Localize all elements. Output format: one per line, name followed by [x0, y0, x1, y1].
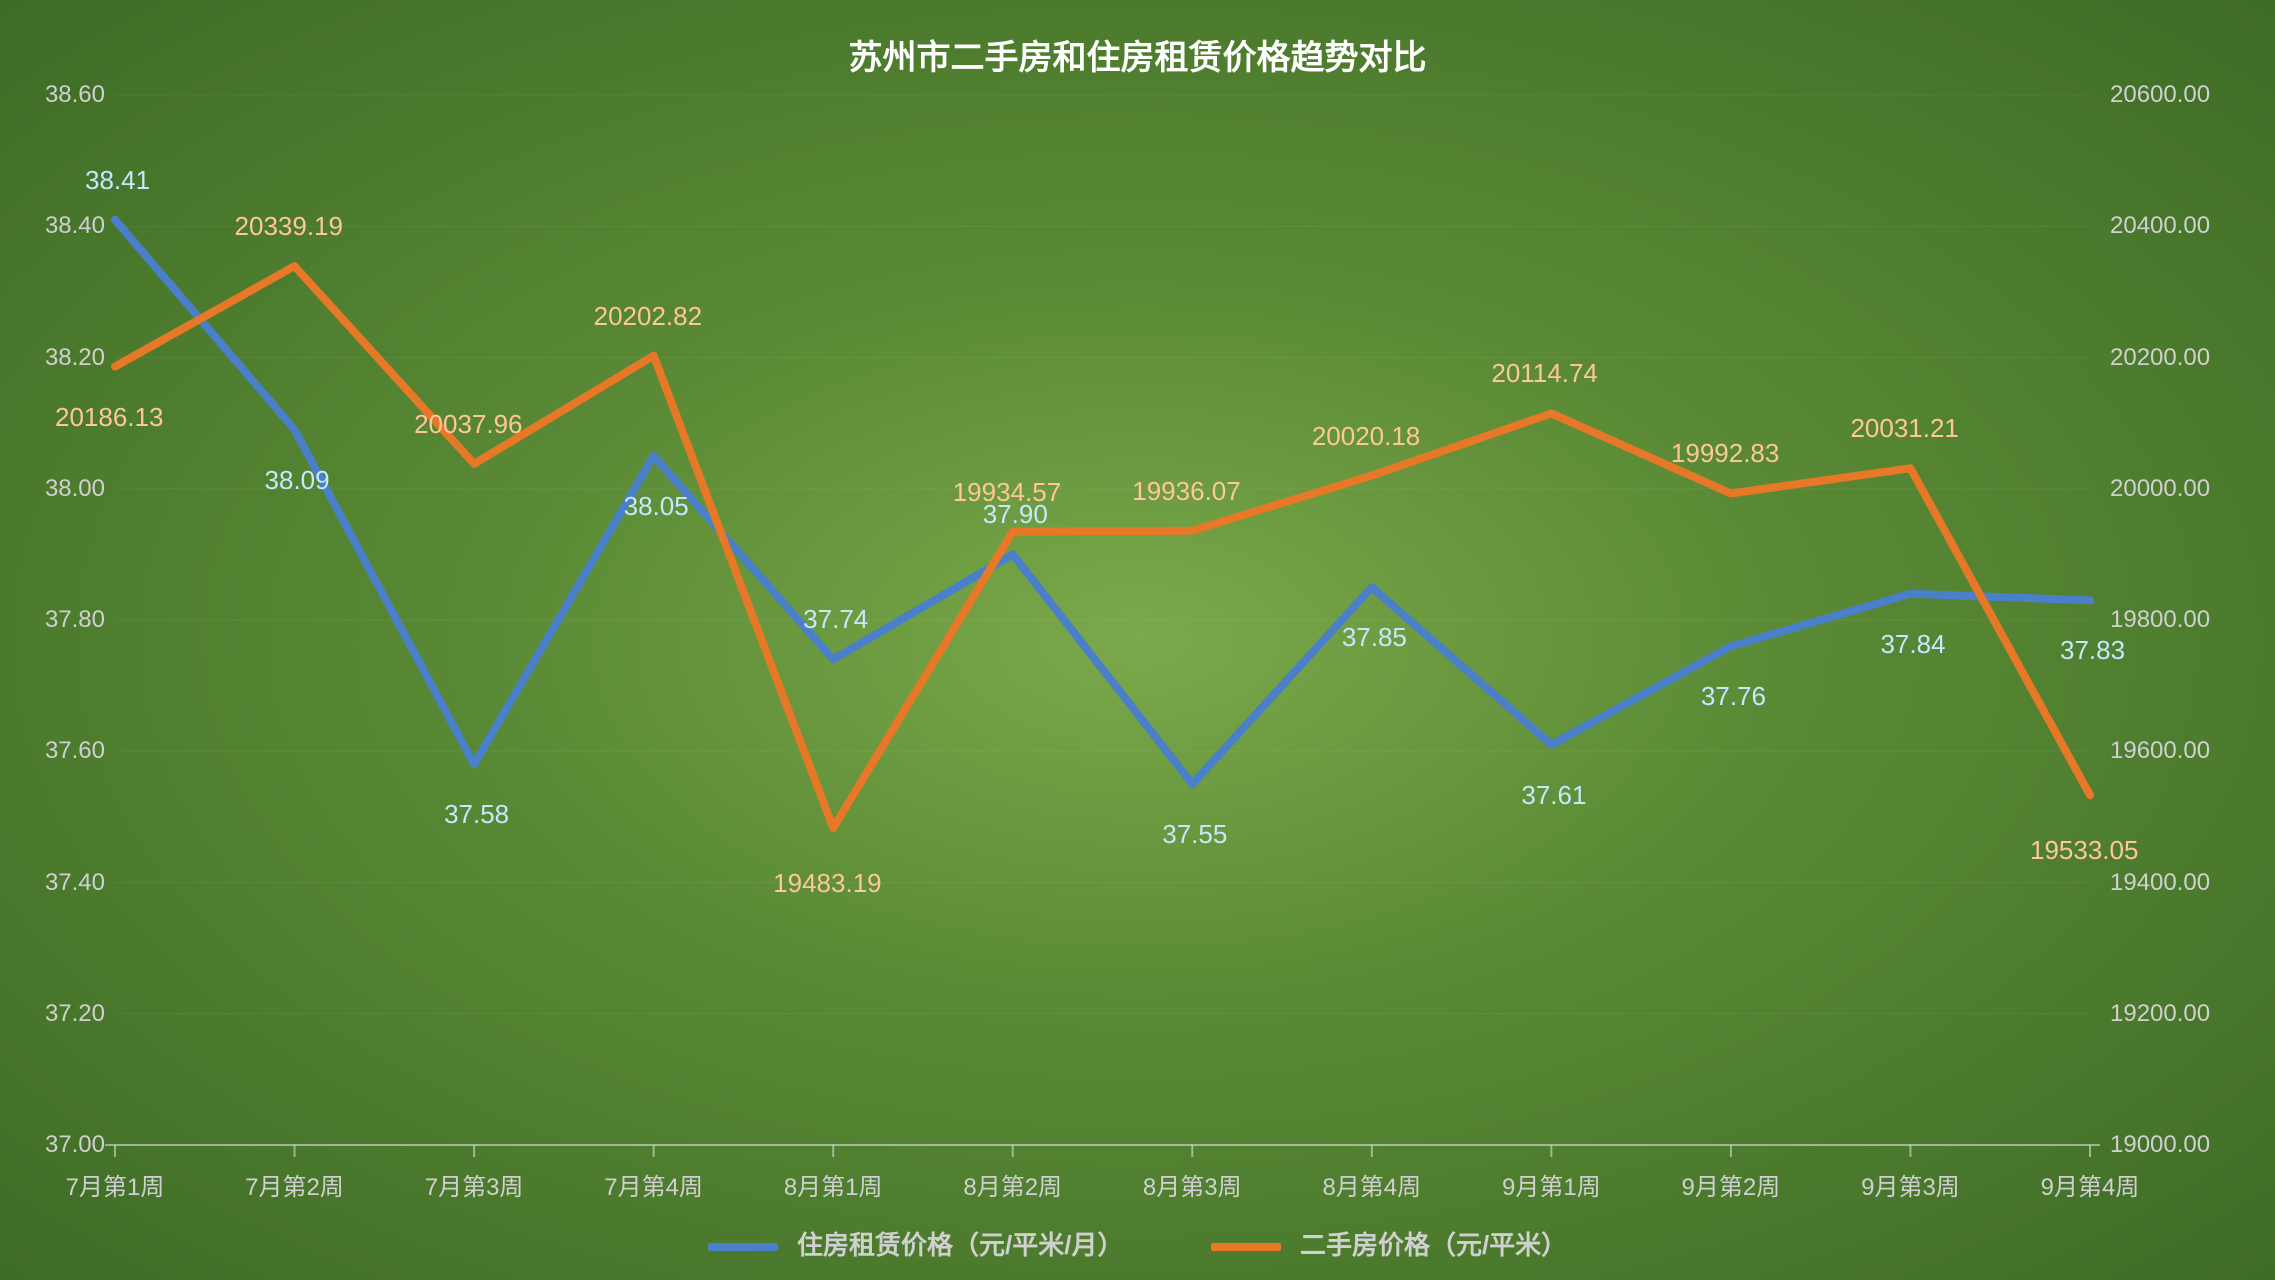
legend-item-series2: 二手房价格（元/平米） — [1211, 1225, 1567, 1262]
legend-label-series2: 二手房价格（元/平米） — [1300, 1230, 1567, 1260]
x-tick: 7月第3周 — [394, 1167, 554, 1202]
data-label-series1: 37.74 — [803, 604, 868, 635]
y-left-tick: 37.40 — [15, 869, 105, 897]
data-label-series2: 19533.05 — [2030, 835, 2138, 866]
data-label-series1: 37.84 — [1880, 629, 1945, 660]
y-right-tick: 20000.00 — [2110, 475, 2250, 503]
legend-label-series1: 住房租赁价格（元/平米/月） — [797, 1230, 1123, 1260]
y-right-tick: 19400.00 — [2110, 869, 2250, 897]
y-right-tick: 19800.00 — [2110, 606, 2250, 634]
x-tick: 7月第2周 — [215, 1167, 375, 1202]
data-label-series1: 38.05 — [624, 491, 689, 522]
x-tick: 7月第1周 — [35, 1167, 195, 1202]
y-left-tick: 38.60 — [15, 81, 105, 109]
data-label-series2: 19483.19 — [773, 868, 881, 899]
data-label-series1: 37.58 — [444, 799, 509, 830]
data-label-series1: 37.83 — [2060, 635, 2125, 666]
data-label-series2: 20186.13 — [55, 402, 163, 433]
data-label-series2: 19934.57 — [953, 477, 1061, 508]
x-tick: 7月第4周 — [574, 1167, 734, 1202]
legend-item-series1: 住房租赁价格（元/平米/月） — [708, 1225, 1124, 1262]
data-label-series2: 20114.74 — [1491, 358, 1598, 389]
x-tick: 9月第4周 — [2010, 1167, 2170, 1202]
y-left-tick: 37.80 — [15, 606, 105, 634]
data-label-series1: 38.09 — [265, 465, 330, 496]
x-tick: 8月第3周 — [1112, 1167, 1272, 1202]
data-label-series2: 19992.83 — [1671, 438, 1779, 469]
x-tick: 9月第1周 — [1471, 1167, 1631, 1202]
y-right-tick: 19200.00 — [2110, 1000, 2250, 1028]
y-right-tick: 20200.00 — [2110, 344, 2250, 372]
data-label-series1: 37.76 — [1701, 681, 1766, 712]
y-right-tick: 20400.00 — [2110, 212, 2250, 240]
data-label-series2: 20202.82 — [594, 301, 702, 332]
x-tick: 8月第2周 — [933, 1167, 1093, 1202]
data-label-series2: 20020.18 — [1312, 421, 1420, 452]
y-right-tick: 20600.00 — [2110, 81, 2250, 109]
data-label-series1: 37.61 — [1521, 780, 1586, 811]
legend: 住房租赁价格（元/平米/月） 二手房价格（元/平米） — [0, 1225, 2275, 1262]
y-left-tick: 37.60 — [15, 737, 105, 765]
data-label-series1: 38.41 — [85, 165, 150, 196]
x-tick: 8月第1周 — [753, 1167, 913, 1202]
y-right-tick: 19000.00 — [2110, 1131, 2250, 1159]
data-label-series2: 20031.21 — [1850, 413, 1958, 444]
y-left-tick: 37.20 — [15, 1000, 105, 1028]
y-left-tick: 38.40 — [15, 212, 105, 240]
y-left-tick: 38.20 — [15, 344, 105, 372]
y-left-tick: 38.00 — [15, 475, 105, 503]
chart-container: 苏州市二手房和住房租赁价格趋势对比 37.0037.2037.4037.6037… — [0, 0, 2275, 1280]
data-label-series1: 37.55 — [1162, 819, 1227, 850]
data-label-series2: 20037.96 — [414, 409, 522, 440]
x-tick: 9月第2周 — [1651, 1167, 1811, 1202]
y-left-tick: 37.00 — [15, 1131, 105, 1159]
data-label-series2: 20339.19 — [235, 211, 343, 242]
legend-swatch-series1 — [708, 1243, 778, 1251]
x-tick: 9月第3周 — [1830, 1167, 1990, 1202]
data-label-series2: 19936.07 — [1132, 476, 1240, 507]
legend-swatch-series2 — [1211, 1243, 1281, 1251]
x-tick: 8月第4周 — [1292, 1167, 1452, 1202]
data-label-series1: 37.85 — [1342, 622, 1407, 653]
y-right-tick: 19600.00 — [2110, 737, 2250, 765]
